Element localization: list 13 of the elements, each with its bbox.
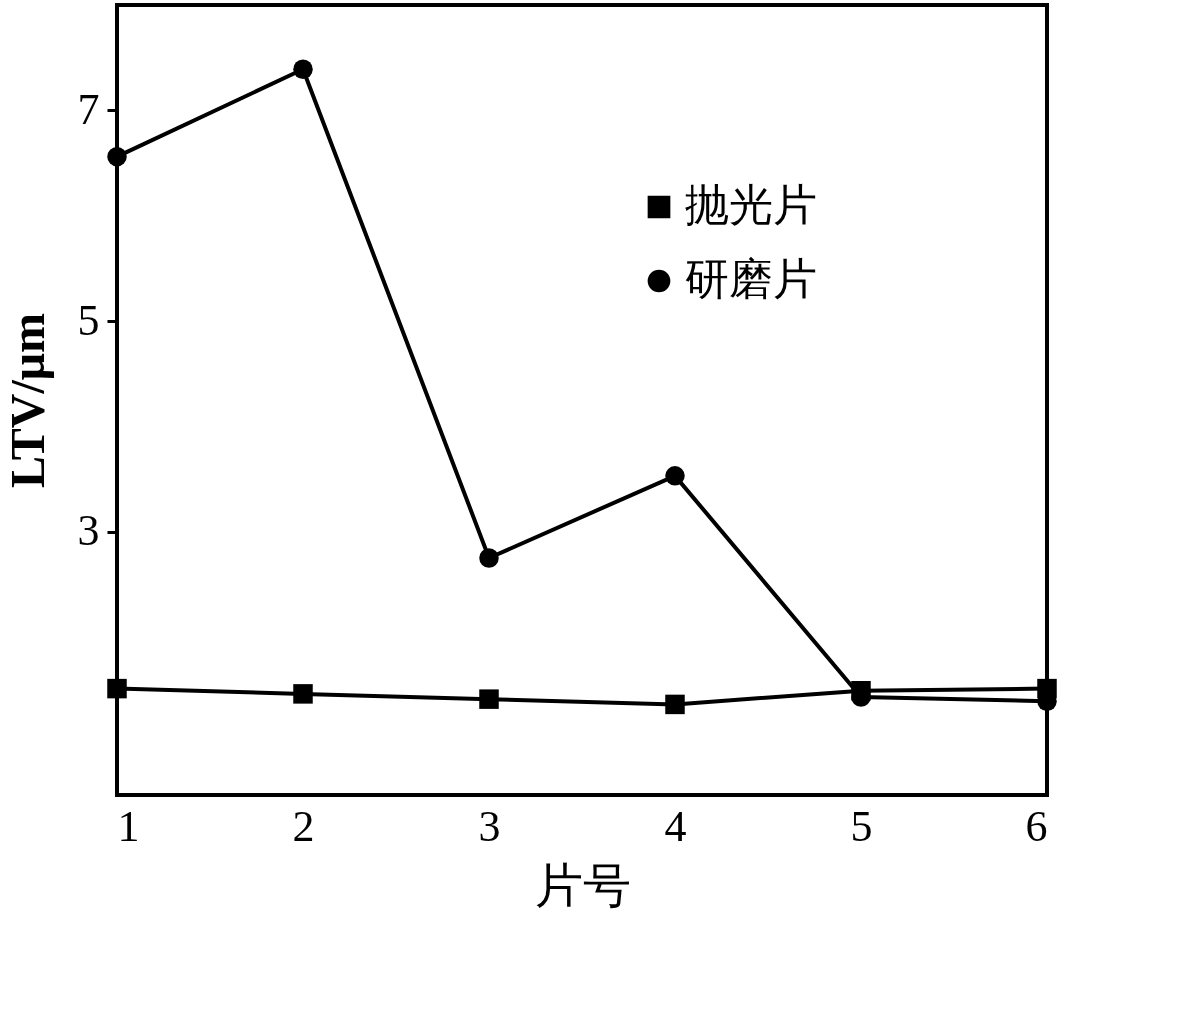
x-tick-label: 1 [117,801,140,851]
x-tick-label: 2 [292,801,315,851]
y-tick-label: 3 [77,506,100,556]
x-tick-label: 5 [850,801,873,851]
x-axis-title: 片号 [534,858,631,912]
y-axis-title: LTV/μm [0,313,54,488]
y-tick-label: 7 [77,84,100,134]
y-tick-label: 5 [77,295,100,345]
legend-label: 研磨片 [685,255,817,304]
x-tick-label: 3 [478,801,501,851]
legend-label: 抛光片 [685,181,817,230]
x-tick-label: 6 [1025,801,1048,851]
x-tick-label: 4 [664,801,687,851]
